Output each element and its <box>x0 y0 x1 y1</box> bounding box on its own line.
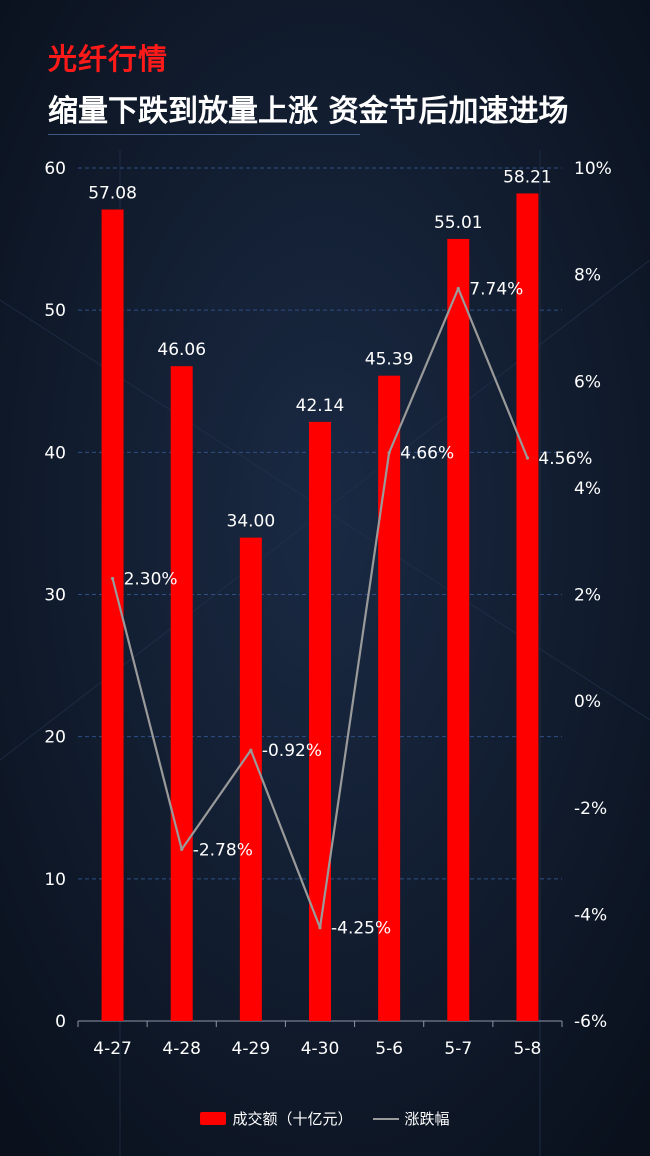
change-point <box>318 926 322 930</box>
x-tick-label: 4-30 <box>301 1039 340 1059</box>
change-point <box>387 451 391 455</box>
y-right-tick-label: -2% <box>574 799 607 819</box>
change-point <box>180 847 184 851</box>
legend-label-change: 涨跌幅 <box>404 1110 450 1128</box>
bar <box>309 421 331 1021</box>
bar-value-label: 46.06 <box>157 340 206 360</box>
y-left-tick-label: 20 <box>44 728 66 748</box>
x-tick-label: 4-28 <box>162 1039 201 1059</box>
legend-label-volume: 成交额（十亿元） <box>232 1110 353 1128</box>
change-value-label: -2.78% <box>193 840 253 860</box>
y-right-tick-label: 6% <box>574 372 601 392</box>
title-divider <box>48 134 360 135</box>
y-right-tick-label: 4% <box>574 479 601 499</box>
bar-value-label: 57.08 <box>88 184 137 204</box>
y-right-tick-label: 2% <box>574 586 601 606</box>
y-right-tick-label: 0% <box>574 692 601 712</box>
change-value-label: 4.66% <box>400 444 454 464</box>
bar-value-label: 55.01 <box>434 213 483 233</box>
change-value-label: 2.30% <box>124 570 178 590</box>
bar <box>378 375 401 1021</box>
legend-item-volume[interactable]: 成交额（十亿元） <box>200 1108 353 1129</box>
bar <box>239 537 262 1021</box>
bar <box>447 238 470 1021</box>
bar-value-label: 45.39 <box>365 350 414 370</box>
legend-item-change[interactable]: 涨跌幅 <box>372 1108 450 1129</box>
y-left-tick-label: 40 <box>44 443 66 463</box>
bar <box>101 209 124 1021</box>
y-right-tick-label: 8% <box>574 266 601 286</box>
x-tick-label: 4-29 <box>232 1039 271 1059</box>
bar-value-label: 42.14 <box>296 396 345 416</box>
y-left-tick-label: 30 <box>44 586 66 606</box>
change-value-label: 4.56% <box>538 449 592 469</box>
y-left-tick-label: 60 <box>44 159 66 179</box>
change-point <box>525 456 530 460</box>
legend-swatch-bar <box>200 1112 227 1125</box>
y-right-tick-label: -4% <box>574 905 607 925</box>
bar-value-label: 34.00 <box>227 512 276 532</box>
category-label: 光纤行情 <box>48 42 169 76</box>
change-value-label: -0.92% <box>262 741 322 761</box>
y-left-tick-label: 50 <box>44 301 66 321</box>
legend-swatch-line <box>372 1117 399 1120</box>
x-tick-label: 5-8 <box>514 1039 542 1059</box>
chart-legend: 成交额（十亿元） 涨跌幅 <box>0 1108 650 1129</box>
bar-value-label: 58.21 <box>503 167 552 187</box>
y-right-tick-label: 10% <box>574 159 612 179</box>
y-left-tick-label: 10 <box>44 870 66 890</box>
change-point <box>456 286 460 291</box>
bar <box>516 193 539 1022</box>
change-value-label: 7.74% <box>469 279 523 299</box>
x-tick-label: 5-7 <box>444 1039 472 1059</box>
x-tick-label: 4-27 <box>93 1039 132 1059</box>
change-point <box>249 748 253 752</box>
change-value-label: -4.25% <box>331 919 391 939</box>
change-point <box>110 576 115 581</box>
page-title: 缩量下跌到放量上涨 资金节后加速进场 <box>48 94 569 129</box>
x-tick-label: 5-6 <box>375 1039 403 1059</box>
bar <box>170 366 193 1022</box>
y-left-tick-label: 0 <box>55 1012 66 1032</box>
y-right-tick-label: -6% <box>574 1012 607 1032</box>
